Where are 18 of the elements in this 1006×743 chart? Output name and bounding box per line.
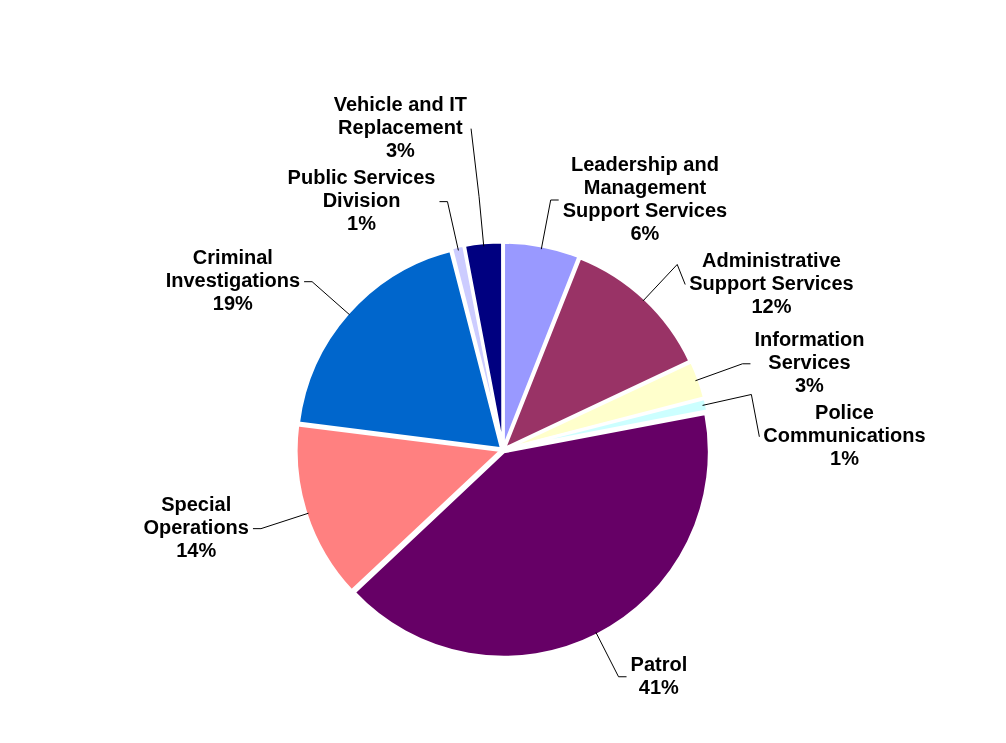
slice-label: Information Services (754, 328, 865, 374)
data-label: 6% (630, 222, 660, 245)
data-label: 12% (751, 295, 792, 318)
data-label: 3% (385, 139, 416, 162)
slice-label: Administrative Support Services (689, 249, 854, 295)
data-label: 14% (176, 539, 217, 562)
slice-label: Special Operations (143, 493, 249, 539)
data-label: 19% (212, 292, 254, 315)
slice-label: Public Services Division (287, 166, 436, 212)
data-label: 1% (347, 212, 377, 235)
slice-label: Patrol (630, 652, 688, 675)
slice-label: Leadership and Management Support Services (562, 153, 728, 222)
data-label: 1% (830, 447, 860, 470)
data-label: 3% (795, 374, 825, 397)
data-label: 41% (638, 675, 680, 698)
slice-label: Police Communications (763, 401, 926, 447)
slice-label: Vehicle and IT Replacement (333, 93, 468, 139)
slice-label: Criminal Investigations (165, 246, 301, 292)
